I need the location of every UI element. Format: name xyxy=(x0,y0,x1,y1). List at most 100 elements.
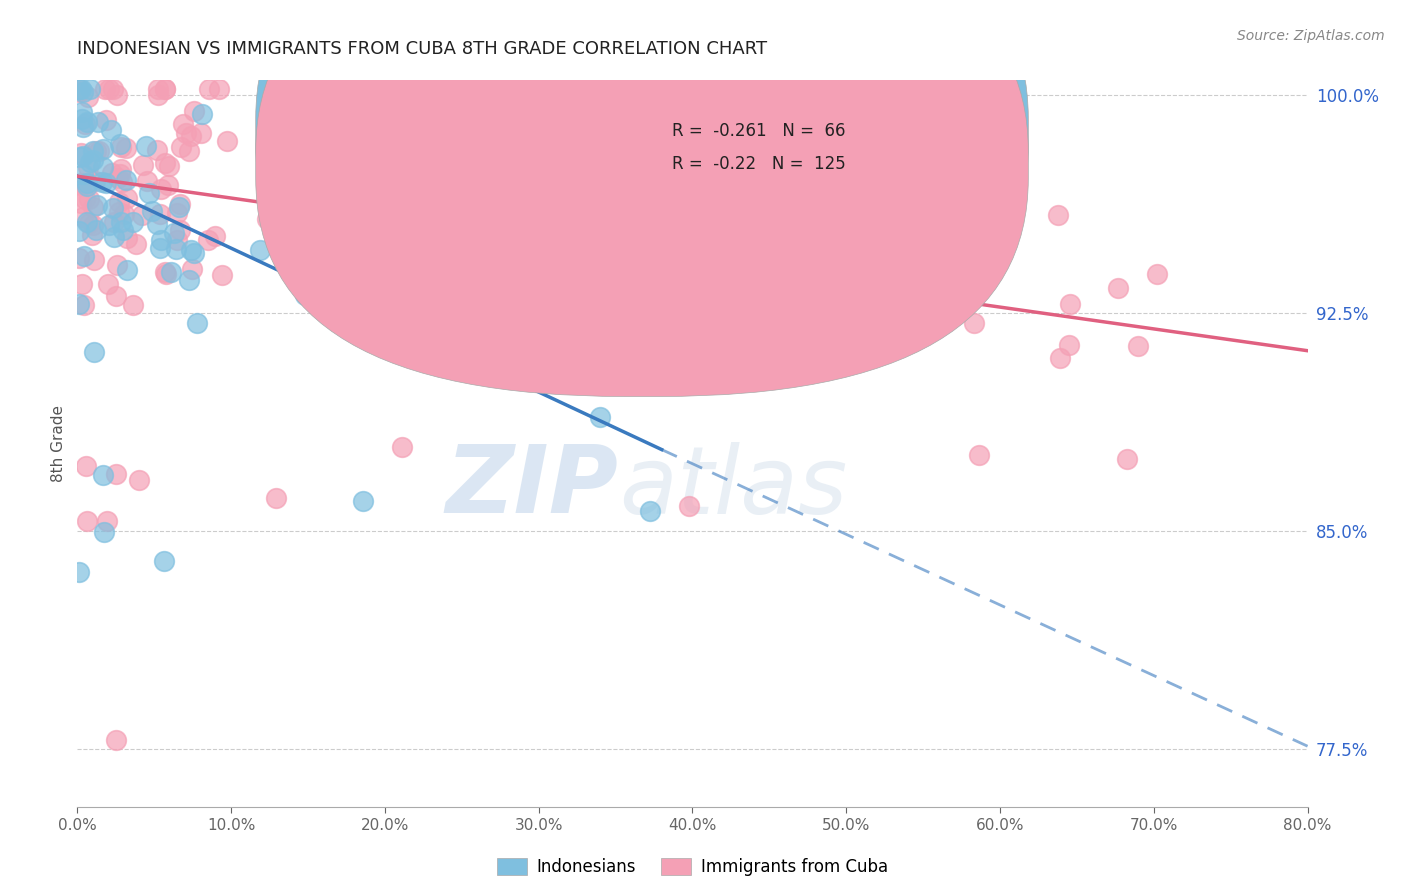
Point xyxy=(149,241,172,255)
Point xyxy=(159,264,181,278)
Point xyxy=(91,175,114,189)
Point xyxy=(84,174,107,188)
Legend: Indonesians, Immigrants from Cuba: Indonesians, Immigrants from Cuba xyxy=(489,851,896,882)
Point xyxy=(172,117,194,131)
Point xyxy=(1059,337,1081,351)
Point xyxy=(495,130,517,145)
Point xyxy=(352,493,374,508)
Point xyxy=(70,82,93,96)
Text: atlas: atlas xyxy=(619,442,846,533)
Point xyxy=(264,491,287,506)
Point xyxy=(104,467,127,482)
Point xyxy=(503,346,526,360)
Point xyxy=(318,292,340,306)
Point xyxy=(204,228,226,243)
Point xyxy=(180,129,202,144)
Point xyxy=(82,144,104,158)
Point xyxy=(86,223,108,237)
Text: R =  -0.261   N =  66: R = -0.261 N = 66 xyxy=(672,122,845,140)
Point xyxy=(813,276,835,290)
Point xyxy=(290,275,312,289)
Point xyxy=(115,173,138,187)
Point xyxy=(128,473,150,487)
Point xyxy=(806,200,828,214)
Point xyxy=(93,525,115,540)
Point xyxy=(1000,188,1022,202)
Point xyxy=(135,139,157,153)
Point xyxy=(96,514,118,528)
Point xyxy=(146,217,169,231)
Point xyxy=(67,82,90,96)
Point xyxy=(169,223,191,237)
Text: INDONESIAN VS IMMIGRANTS FROM CUBA 8TH GRADE CORRELATION CHART: INDONESIAN VS IMMIGRANTS FROM CUBA 8TH G… xyxy=(77,40,768,58)
Point xyxy=(153,554,176,568)
Point xyxy=(155,267,177,281)
Point xyxy=(67,566,90,580)
Point xyxy=(155,265,177,279)
Point xyxy=(73,117,96,131)
FancyBboxPatch shape xyxy=(256,0,1028,397)
FancyBboxPatch shape xyxy=(256,0,1028,364)
Point xyxy=(169,196,191,211)
Point xyxy=(177,273,200,287)
Point xyxy=(104,733,127,747)
Text: Source: ZipAtlas.com: Source: ZipAtlas.com xyxy=(1237,29,1385,43)
Point xyxy=(108,205,131,219)
Point xyxy=(100,122,122,136)
Point xyxy=(166,206,188,220)
Point xyxy=(391,440,413,454)
Point xyxy=(103,229,125,244)
Point xyxy=(76,215,98,229)
Point xyxy=(67,224,90,238)
FancyBboxPatch shape xyxy=(600,98,957,196)
Point xyxy=(190,126,212,140)
Point xyxy=(411,246,433,260)
Point xyxy=(146,144,169,158)
Point xyxy=(97,277,120,291)
Point xyxy=(75,458,97,473)
Point xyxy=(124,237,146,252)
Point xyxy=(121,298,143,312)
Point xyxy=(149,233,172,247)
Point xyxy=(589,409,612,424)
Point xyxy=(112,223,135,237)
Point xyxy=(177,144,200,158)
Point xyxy=(146,82,169,96)
Point xyxy=(101,82,124,96)
Point xyxy=(97,82,120,96)
Point xyxy=(110,140,132,154)
Point xyxy=(100,166,122,180)
Point xyxy=(1146,267,1168,281)
Point xyxy=(70,277,93,291)
Point xyxy=(107,195,129,210)
Point xyxy=(72,211,94,225)
Point xyxy=(380,164,402,178)
Point xyxy=(153,156,176,170)
Point xyxy=(513,266,536,280)
Point xyxy=(217,134,239,148)
Point xyxy=(183,245,205,260)
Y-axis label: 8th Grade: 8th Grade xyxy=(51,405,66,483)
Point xyxy=(1049,351,1071,365)
Point xyxy=(79,82,101,96)
Point xyxy=(501,214,523,228)
Point xyxy=(138,186,160,200)
Point xyxy=(131,158,153,172)
Point xyxy=(434,322,457,336)
Point xyxy=(76,160,98,174)
Point xyxy=(191,107,214,121)
Point xyxy=(69,149,91,163)
Point xyxy=(183,103,205,118)
Point xyxy=(70,145,93,160)
Point xyxy=(82,153,104,168)
Point xyxy=(131,208,153,222)
Point xyxy=(67,297,90,311)
Point xyxy=(91,467,114,482)
Point xyxy=(967,245,990,260)
Point xyxy=(165,243,187,257)
Point xyxy=(135,174,157,188)
Point xyxy=(197,233,219,247)
Point xyxy=(73,249,96,263)
Point xyxy=(76,514,98,528)
Point xyxy=(86,198,108,212)
